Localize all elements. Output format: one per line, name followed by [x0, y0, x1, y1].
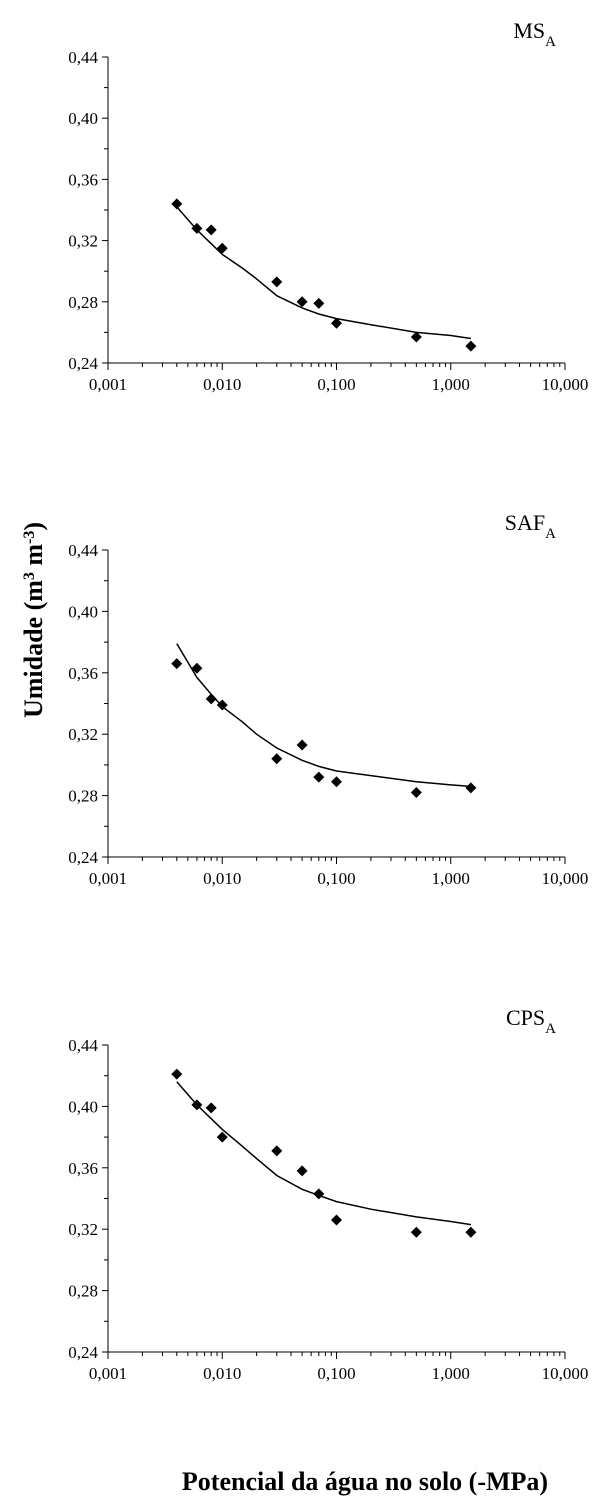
data-point	[191, 222, 203, 234]
x-tick-label: 1,000	[432, 375, 470, 394]
fit-curve	[176, 1081, 472, 1226]
data-point	[205, 224, 217, 236]
panel-2: 0,24 0,28 0,32 0,36 0,40 0,44 0,001 0,010 0,100 1…	[68, 510, 588, 888]
x-tick-label: 0,001	[89, 375, 127, 394]
panel-title: SAFA	[505, 510, 556, 542]
y-axis-title-mid: m	[19, 544, 48, 573]
x-tick-label: 1,000	[432, 869, 470, 888]
data-point	[296, 1165, 308, 1177]
data-point	[191, 1099, 203, 1111]
data-point	[465, 782, 477, 794]
y-tick-label: 0,32	[68, 232, 98, 251]
y-tick-label: 0,40	[68, 109, 98, 128]
y-tick-label: 0,24	[68, 354, 98, 373]
data-point	[271, 753, 283, 765]
data-point	[331, 317, 342, 329]
y-tick-label: 0,24	[68, 1343, 98, 1362]
x-tick-label: 0,100	[317, 1364, 355, 1383]
x-tick-label: 0,010	[203, 869, 241, 888]
data-point	[331, 1214, 342, 1226]
panel-title-main: SAF	[505, 510, 545, 535]
y-tick-label: 0,44	[68, 48, 98, 67]
fit-curve	[176, 643, 471, 788]
panel-title-sub: A	[545, 1021, 556, 1037]
data-point	[171, 198, 183, 210]
data-point	[205, 693, 217, 705]
data-point	[271, 276, 283, 288]
panel-title-sub: A	[545, 526, 556, 542]
x-axis-title: Potencial da água no solo (-MPa)	[182, 1467, 548, 1496]
data-point	[313, 297, 325, 309]
data-point	[410, 1226, 422, 1238]
y-tick-label: 0,28	[68, 1282, 98, 1301]
x-tick-label: 1,000	[432, 1364, 470, 1383]
data-point	[465, 1226, 477, 1238]
panel-1: 0,24 0,28 0,32 0,36 0,40 0,44 0,001 0,010 0,100 1…	[68, 18, 588, 394]
data-point	[191, 662, 203, 674]
x-tick-label: 10,000	[542, 869, 589, 888]
fit-curve	[176, 206, 472, 340]
y-tick-label: 0,24	[68, 848, 98, 867]
data-point	[410, 331, 422, 343]
data-point	[331, 776, 342, 788]
chart-panels: 0,24 0,28 0,32 0,36 0,40 0,44 0,001 0,010 0,100 1…	[68, 18, 588, 1383]
x-tick-label: 0,100	[317, 869, 355, 888]
panel-title: MSA	[513, 18, 556, 50]
x-tick-label: 0,010	[203, 375, 241, 394]
y-tick-label: 0,40	[68, 602, 98, 621]
y-tick-label: 0,44	[68, 1036, 98, 1055]
y-axis-title: Umidade (m3 m-3)	[19, 522, 48, 718]
y-axis-title-main: Umidade (m	[19, 580, 48, 718]
y-tick-label: 0,36	[68, 1159, 98, 1178]
data-point	[171, 658, 183, 670]
data-point	[171, 1068, 183, 1080]
data-point	[271, 1145, 283, 1157]
data-point	[313, 1188, 325, 1200]
x-tick-label: 0,001	[89, 869, 127, 888]
data-point	[296, 739, 308, 751]
y-tick-label: 0,32	[68, 725, 98, 744]
y-axis-title-end: )	[19, 522, 48, 531]
panel-3: 0,24 0,28 0,32 0,36 0,40 0,44 0,001 0,010 0,100 1…	[68, 1005, 588, 1383]
y-tick-label: 0,36	[68, 664, 98, 683]
data-point	[216, 699, 228, 711]
y-tick-label: 0,28	[68, 293, 98, 312]
y-tick-label: 0,28	[68, 787, 98, 806]
data-point	[296, 296, 308, 308]
x-tick-label: 0,100	[317, 375, 355, 394]
y-axis-title-sup1: 3	[21, 572, 38, 580]
y-axis-title-sup2: -3	[21, 531, 38, 544]
y-tick-label: 0,32	[68, 1220, 98, 1239]
panel-title-sub: A	[545, 34, 556, 50]
y-tick-label: 0,36	[68, 170, 98, 189]
y-tick-label: 0,40	[68, 1097, 98, 1116]
data-point	[465, 340, 477, 352]
panel-title-main: MS	[513, 18, 545, 43]
data-point	[216, 242, 228, 254]
data-point	[205, 1102, 217, 1114]
panel-title: CPSA	[506, 1005, 556, 1037]
data-point	[313, 771, 325, 783]
panel-title-main: CPS	[506, 1005, 545, 1030]
x-tick-label: 10,000	[542, 375, 589, 394]
data-point	[410, 787, 422, 799]
y-tick-label: 0,44	[68, 541, 98, 560]
data-point	[216, 1131, 228, 1143]
x-tick-label: 0,010	[203, 1364, 241, 1383]
x-tick-label: 0,001	[89, 1364, 127, 1383]
x-tick-label: 10,000	[542, 1364, 589, 1383]
